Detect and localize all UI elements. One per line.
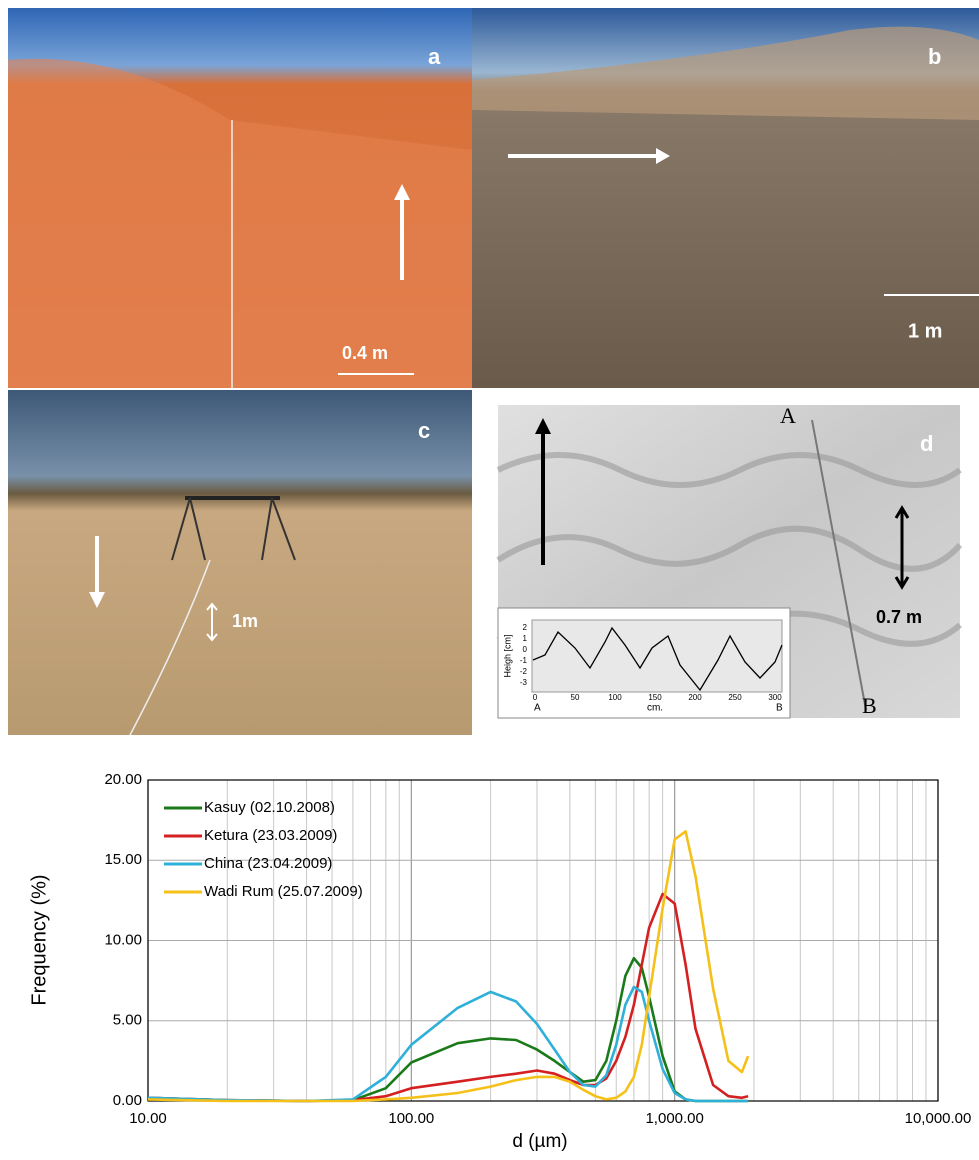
- inset-y-tick-label: -3: [520, 678, 528, 687]
- scale-label: 1m: [232, 611, 258, 631]
- inset-x-tick-label: 250: [728, 693, 742, 702]
- panel-d: d 0.7 m A B Heigh [cm] cm. A B 0 50 100 150…: [472, 390, 979, 740]
- inset: Heigh [cm] cm. A B 0 50 100 150 200 250 300 2 1 0…: [498, 608, 790, 718]
- scale-label: 1 m: [908, 320, 942, 342]
- legend-label: Wadi Rum (25.07.2009): [204, 883, 363, 900]
- y-tick-label: 0.00: [113, 1092, 142, 1109]
- inset-x-label: cm.: [647, 703, 663, 714]
- scale-label: 0.7 m: [876, 607, 922, 627]
- y-tick-label: 20.00: [104, 771, 142, 788]
- inset-plot: [532, 620, 782, 692]
- inset-x-tick-label: 300: [768, 693, 782, 702]
- inset-y-tick-label: 0: [523, 645, 528, 654]
- inset-y-tick-label: 2: [523, 623, 528, 632]
- x-tick-label: 1,000.00: [645, 1110, 703, 1127]
- figure: a 0.4 m b 1 m c 1m d 0.7 m A B Heigh [cm…: [0, 0, 979, 1155]
- inset-x-tick-label: 100: [608, 693, 622, 702]
- photo: [8, 390, 472, 735]
- legend-label: Kasuy (02.10.2008): [204, 799, 335, 816]
- inset-y-tick-label: -2: [520, 667, 528, 676]
- inset-x-tick-label: 0: [533, 693, 538, 702]
- legend-label: China (23.04.2009): [204, 855, 332, 872]
- inset-x-tick-label: 50: [571, 693, 580, 702]
- panel-letter: a: [428, 44, 441, 69]
- panel-letter: b: [928, 44, 941, 69]
- y-axis-label: Frequency (%): [28, 874, 50, 1005]
- y-tick-label: 10.00: [104, 931, 142, 948]
- panel-letter: c: [418, 418, 430, 443]
- legend-label: Ketura (23.03.2009): [204, 827, 337, 844]
- y-tick-label: 15.00: [104, 851, 142, 868]
- panel-letter: d: [920, 431, 933, 456]
- inset-y-tick-label: -1: [520, 656, 528, 665]
- point-label: A: [780, 403, 796, 428]
- x-tick-label: 100.00: [388, 1110, 434, 1127]
- panel-b: b 1 m: [472, 8, 979, 388]
- page: a 0.4 m b 1 m c 1m d 0.7 m A B Heigh [cm…: [0, 0, 979, 1160]
- inset-end: B: [776, 703, 783, 714]
- inset-start: A: [534, 703, 541, 714]
- inset-x-tick-label: 150: [648, 693, 662, 702]
- scale-label: 0.4 m: [342, 343, 388, 363]
- panel-a: a 0.4 m: [8, 8, 472, 388]
- x-tick-label: 10.00: [129, 1110, 167, 1127]
- inset-x-tick-label: 200: [688, 693, 702, 702]
- x-tick-label: 10,000.00: [905, 1110, 972, 1127]
- x-axis-label: d (µm): [512, 1131, 567, 1152]
- inset-y-label: Heigh [cm]: [502, 634, 512, 677]
- point-label: B: [862, 693, 877, 718]
- inset-y-tick-label: 1: [523, 634, 528, 643]
- y-tick-label: 5.00: [113, 1012, 142, 1029]
- panel-c: c 1m: [8, 390, 472, 735]
- chart: e d (µm) Frequency (%) 10.00100.001,000.…: [28, 771, 971, 1152]
